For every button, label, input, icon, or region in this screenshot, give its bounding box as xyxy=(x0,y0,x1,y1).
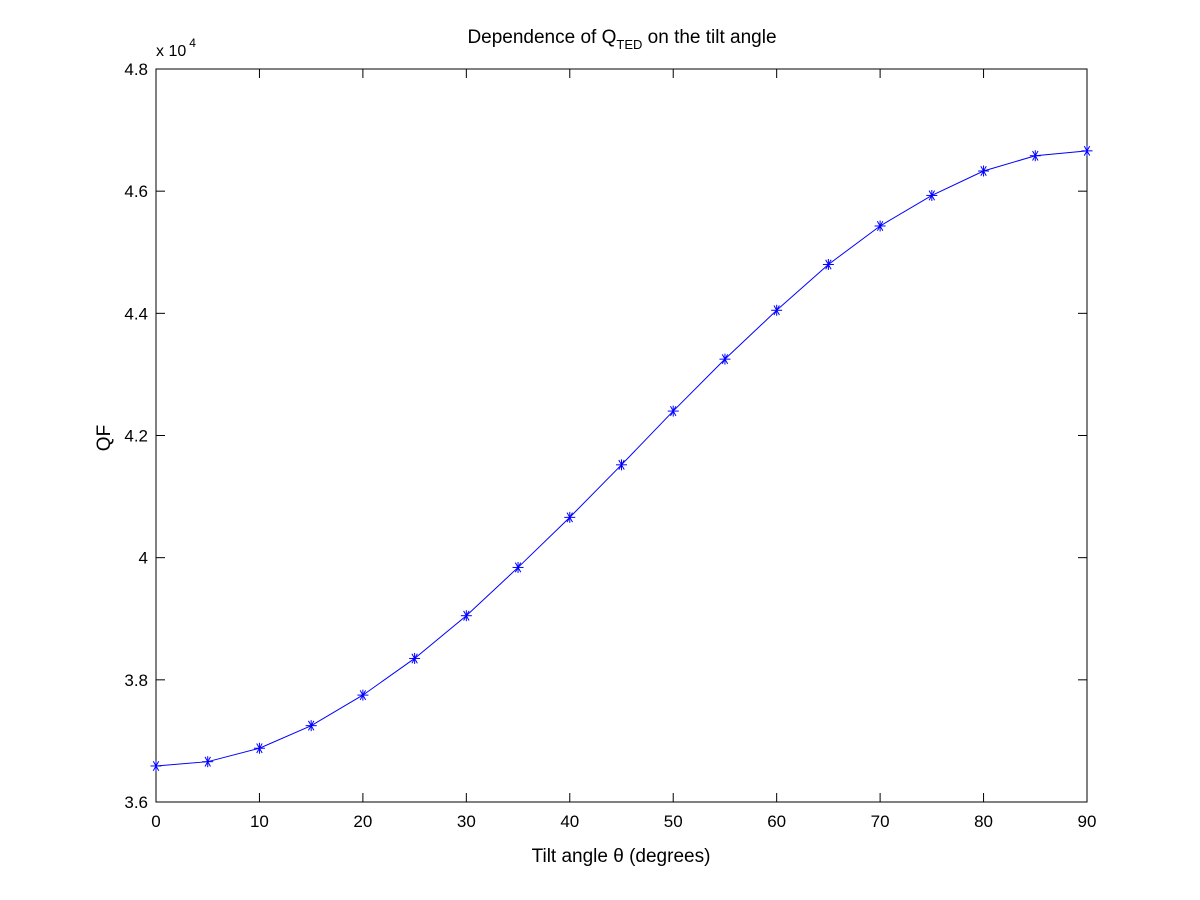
data-point xyxy=(822,258,834,270)
data-point xyxy=(512,561,524,573)
data-point xyxy=(1029,150,1041,162)
data-point xyxy=(1081,145,1093,157)
data-point xyxy=(305,720,317,732)
plot-area xyxy=(155,68,1088,803)
y-tick-label: 4.6 xyxy=(124,182,148,201)
x-tick-label: 80 xyxy=(974,812,993,831)
x-tick-label: 40 xyxy=(560,812,579,831)
x-tick-label: 90 xyxy=(1078,812,1097,831)
y-axis-label: QF xyxy=(94,425,115,451)
y-tick-label: 3.6 xyxy=(124,793,148,812)
data-point xyxy=(202,756,214,768)
data-point xyxy=(616,459,627,471)
y-tick-label: 4.4 xyxy=(124,304,148,323)
axis-ticks xyxy=(155,68,1088,803)
data-point xyxy=(667,405,679,417)
y-tick-label: 4.8 xyxy=(124,60,148,79)
x-tick-label: 50 xyxy=(664,812,683,831)
data-point xyxy=(719,353,731,365)
x-tick-label: 0 xyxy=(151,812,160,831)
data-point xyxy=(357,689,369,701)
x-axis-label: Tilt angle θ (degrees) xyxy=(532,846,711,867)
axes-frame xyxy=(155,68,1088,803)
x-tick-label: 10 xyxy=(250,812,269,831)
y-tick-label: 3.8 xyxy=(124,671,148,690)
data-point xyxy=(771,304,783,316)
y-tick-label: 4.2 xyxy=(124,427,148,446)
x-tick-label: 20 xyxy=(353,812,372,831)
y-tick-label: 4 xyxy=(139,549,148,568)
data-point xyxy=(409,652,421,664)
x-tick-label: 30 xyxy=(457,812,476,831)
chart-title: Dependence of QTED on the tilt angle xyxy=(467,27,776,52)
series-layer xyxy=(150,145,1093,772)
data-point xyxy=(926,189,938,201)
y-exponent-label: x 10 4 xyxy=(156,36,196,60)
tick-labels: 0 10 20 30 40 50 60 70 80 90 3.6 3.8 4 4.2 4.4 4.6 4.8 xyxy=(124,60,1096,831)
data-point xyxy=(460,610,472,622)
data-point xyxy=(253,742,265,754)
data-point xyxy=(978,165,990,177)
x-tick-label: 70 xyxy=(871,812,890,831)
data-point xyxy=(150,760,162,772)
x-tick-label: 60 xyxy=(767,812,786,831)
data-point xyxy=(874,220,886,232)
data-point xyxy=(564,511,576,523)
